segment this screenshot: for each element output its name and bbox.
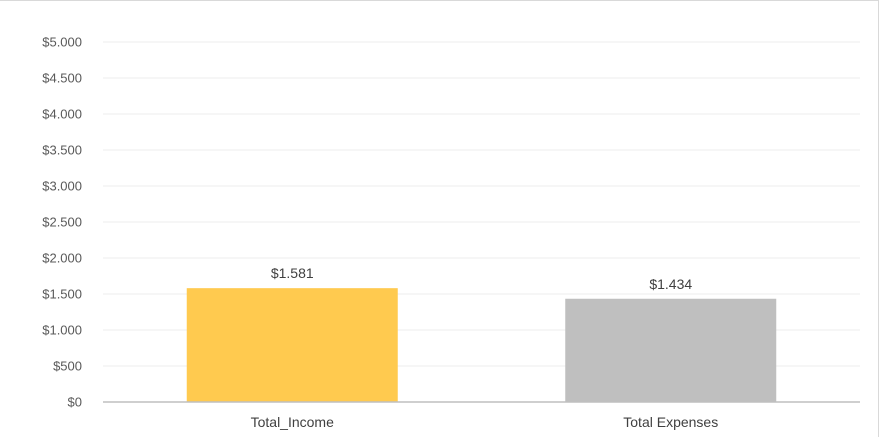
y-tick-label: $1.000 bbox=[42, 323, 82, 338]
y-tick-label: $3.000 bbox=[42, 179, 82, 194]
y-tick-label: $2.000 bbox=[42, 251, 82, 266]
y-tick-label: $5.000 bbox=[42, 35, 82, 50]
y-axis-tick-labels: $0 $500 $1.000 $1.500 $2.000 $2.500 $3.000 $3.5… bbox=[42, 35, 82, 410]
bar-total-expenses bbox=[565, 298, 777, 402]
x-category-label: Total Expenses bbox=[623, 414, 718, 430]
y-tick-label: $3.500 bbox=[42, 143, 82, 158]
x-category-label: Total_Income bbox=[251, 414, 334, 430]
y-tick-label: $500 bbox=[53, 359, 82, 374]
data-labels: $1.581 $1.434 bbox=[271, 265, 693, 292]
x-axis-category-labels: Total_Income Total Expenses bbox=[251, 414, 719, 430]
data-label: $1.434 bbox=[649, 276, 692, 292]
y-tick-label: $4.500 bbox=[42, 71, 82, 86]
y-tick-label: $2.500 bbox=[42, 215, 82, 230]
bars bbox=[186, 288, 777, 402]
bar-total-income bbox=[186, 288, 398, 402]
y-tick-label: $0 bbox=[68, 395, 82, 410]
data-label: $1.581 bbox=[271, 265, 314, 281]
y-tick-label: $1.500 bbox=[42, 287, 82, 302]
y-tick-label: $4.000 bbox=[42, 107, 82, 122]
